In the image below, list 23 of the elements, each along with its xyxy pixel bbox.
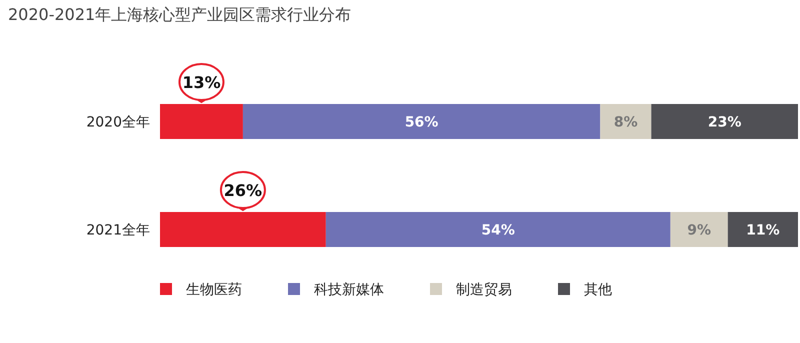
bar (670, 212, 728, 247)
y-tick-label: 2021全年 (86, 222, 150, 238)
data-label: 11% (746, 222, 780, 238)
y-tick-label: 2020全年 (86, 114, 150, 130)
bar (326, 212, 670, 247)
data-label: 56% (404, 114, 438, 130)
bar (651, 104, 798, 139)
bar (160, 104, 243, 139)
data-label: 13% (182, 73, 221, 92)
data-label: 26% (224, 181, 262, 200)
legend-label: 科技新媒体 (314, 282, 384, 298)
legend-label: 制造贸易 (456, 282, 512, 298)
bar (728, 212, 798, 247)
legend-label: 生物医药 (186, 282, 242, 298)
data-label: 9% (687, 222, 711, 238)
bar (242, 104, 600, 139)
bar (600, 104, 652, 139)
data-label: 54% (481, 222, 515, 238)
chart-title: 2020-2021年上海核心型产业园区需求行业分布 (8, 5, 352, 24)
bar (160, 212, 326, 247)
data-label: 8% (614, 114, 638, 130)
legend-label: 其他 (584, 282, 612, 298)
data-label: 23% (708, 114, 742, 130)
